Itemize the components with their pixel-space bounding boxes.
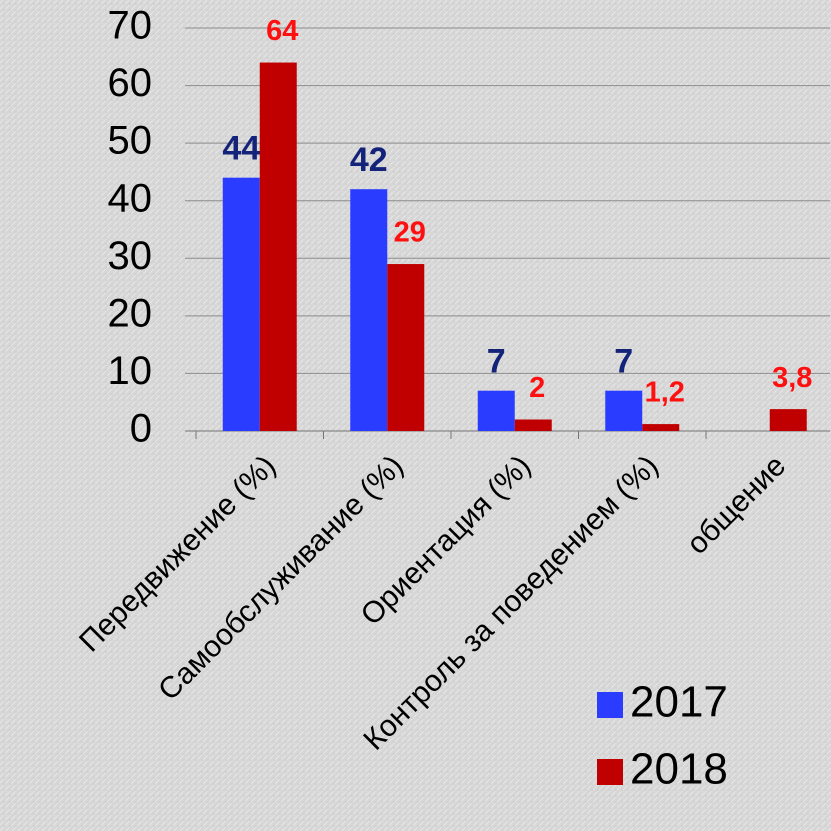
y-tick-label: 0 — [130, 407, 152, 451]
y-tick-label: 30 — [108, 234, 153, 278]
y-tick-label: 40 — [108, 176, 153, 220]
legend-label: 2017 — [630, 678, 728, 727]
bar — [387, 264, 425, 431]
data-label: 42 — [350, 141, 388, 179]
bar — [477, 390, 515, 431]
bar — [514, 419, 552, 431]
legend-label: 2018 — [630, 745, 728, 794]
bar — [769, 409, 807, 431]
legend-swatch — [597, 692, 623, 718]
bar — [222, 177, 260, 431]
data-label: 7 — [614, 343, 633, 381]
legend-swatch — [597, 759, 623, 785]
y-tick-label: 20 — [108, 291, 153, 335]
data-label: 7 — [487, 343, 506, 381]
y-tick-label: 70 — [108, 4, 153, 48]
y-tick-label: 10 — [108, 349, 153, 393]
data-label: 2 — [529, 372, 545, 404]
bar — [350, 189, 388, 431]
bar — [605, 390, 643, 431]
bar — [642, 424, 680, 431]
y-tick-label: 50 — [108, 119, 153, 163]
data-label: 44 — [222, 130, 260, 168]
y-tick-label: 60 — [108, 61, 153, 105]
data-label: 29 — [394, 217, 426, 249]
data-label: 3,8 — [772, 362, 812, 394]
data-label: 64 — [266, 15, 298, 47]
bar — [259, 62, 297, 432]
data-label: 1,2 — [645, 377, 685, 409]
